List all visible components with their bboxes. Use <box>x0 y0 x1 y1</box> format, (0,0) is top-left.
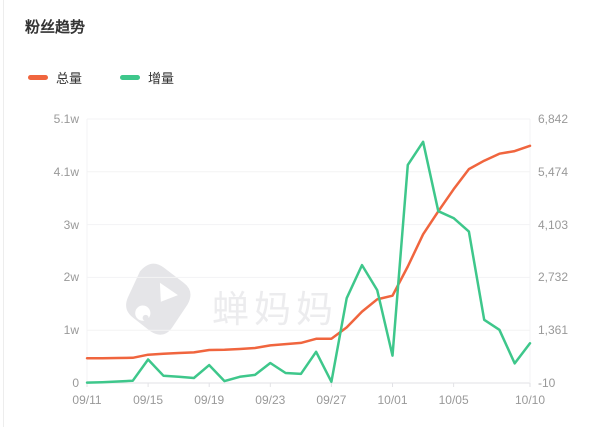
y-axis-tick-right: -10 <box>538 376 556 390</box>
increment-line-series[interactable] <box>85 140 532 384</box>
x-axis-tick: 10/10 <box>514 393 546 407</box>
y-axis-tick-left: 1w <box>63 323 79 338</box>
chart-legend: 总量 增量 <box>28 68 174 87</box>
legend-item-total[interactable]: 总量 <box>28 68 82 87</box>
legend-label-increment: 增量 <box>148 71 175 86</box>
x-axis-tick: 09/19 <box>194 393 225 407</box>
y-axis-tick-left: 5.1w <box>53 112 79 126</box>
y-axis-tick-right: 4,103 <box>538 217 569 232</box>
x-axis-tick: 09/27 <box>316 393 347 407</box>
y-axis-tick-right: 6,842 <box>538 112 569 126</box>
x-axis-tick: 09/23 <box>255 393 286 407</box>
y-axis-tick-right: 2,732 <box>538 270 569 285</box>
y-axis-tick-left: 4.1w <box>53 164 79 179</box>
y-axis-tick-left: 0 <box>72 376 79 390</box>
x-axis-tick: 10/01 <box>377 393 408 407</box>
y-axis-tick-left: 2w <box>63 270 79 285</box>
y-axis-tick-left: 3w <box>63 217 79 232</box>
x-axis-tick: 10/05 <box>438 393 469 407</box>
card-left-divider <box>3 0 4 427</box>
y-axis-tick-right: 1,361 <box>538 323 569 338</box>
legend-item-increment[interactable]: 增量 <box>120 68 174 87</box>
total-series-swatch-icon <box>28 75 48 80</box>
legend-label-total: 总量 <box>56 71 83 86</box>
x-axis-tick: 09/15 <box>133 393 164 407</box>
total-line-series[interactable] <box>85 144 532 360</box>
x-axis-tick: 09/11 <box>72 393 102 407</box>
y-axis-tick-right: 5,474 <box>538 164 569 179</box>
increment-series-swatch-icon <box>120 75 141 80</box>
page-title: 粉丝趋势 <box>25 19 86 36</box>
